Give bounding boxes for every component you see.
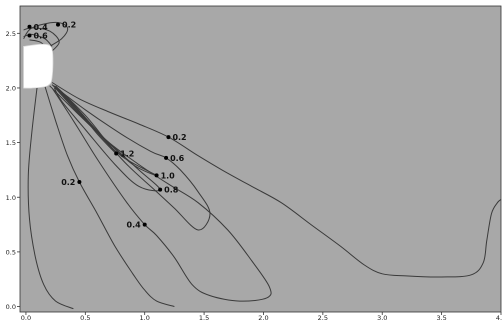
contour-marker: [27, 24, 32, 29]
y-tick-label: 1.0: [6, 194, 16, 202]
y-tick-label: 2.5: [6, 30, 16, 38]
plot-area: [19, 5, 502, 313]
contour-label: 0.2: [62, 21, 76, 30]
contour-label: 0.2: [172, 133, 186, 142]
x-tick-label: 0.5: [80, 314, 90, 320]
contour-marker: [158, 187, 163, 192]
contour-line-0-2: [27, 81, 74, 310]
contour-marker: [154, 173, 159, 178]
contour-line-0-2: [51, 82, 502, 278]
contour-marker: [27, 33, 32, 38]
y-tick-label: 0.0: [6, 303, 16, 311]
contour-label: 0.2: [61, 178, 75, 187]
obstacle-shape: [23, 43, 54, 89]
contour-label: 0.8: [164, 186, 179, 195]
x-tick-label: 1.5: [199, 314, 209, 320]
contour-line-0-2: [43, 82, 175, 307]
contour-label: 0.6: [170, 154, 185, 163]
contour-marker: [77, 179, 82, 184]
contour-label-markers: 0.4 0.2 0.6 0.2 0.6 1.2 1.0 0.8 0.2 0.4: [27, 21, 187, 230]
y-axis: 0.0 0.5 1.0 1.5 2.0 2.5: [6, 30, 20, 311]
contour-line-1: [54, 85, 158, 177]
y-tick-label: 1.5: [6, 139, 16, 147]
contour-line-0-4: [49, 85, 272, 302]
contour-line-0-6: [23, 33, 53, 47]
y-tick-label: 0.5: [6, 248, 16, 256]
contour-label: 1.2: [120, 150, 134, 159]
contour-label: 0.4: [127, 221, 142, 230]
x-tick-label: 2.0: [258, 314, 268, 320]
x-tick-label: 2.5: [318, 314, 328, 320]
x-axis: 0.0 0.5 1.0 1.5 2.0 2.5 3.0 3.5 4.0: [21, 312, 502, 320]
obstacle-region: [23, 43, 54, 89]
x-tick-label: 4.0: [496, 314, 502, 320]
contour-marker: [56, 22, 61, 27]
x-tick-label: 3.5: [436, 314, 446, 320]
contour-label: 0.6: [34, 32, 49, 41]
x-tick-label: 3.0: [377, 314, 387, 320]
contour-label: 0.4: [34, 23, 49, 32]
contour-lines: [23, 21, 502, 310]
contour-marker: [114, 151, 119, 156]
contour-marker: [142, 222, 147, 227]
contour-label: 1.0: [161, 171, 176, 180]
contour-line-0-2: [23, 21, 69, 51]
y-tick-label: 2.0: [6, 84, 16, 92]
contour-marker: [164, 155, 169, 160]
x-tick-label: 1.0: [140, 314, 150, 320]
contour-marker: [166, 135, 171, 140]
x-tick-label: 0.0: [21, 314, 31, 320]
